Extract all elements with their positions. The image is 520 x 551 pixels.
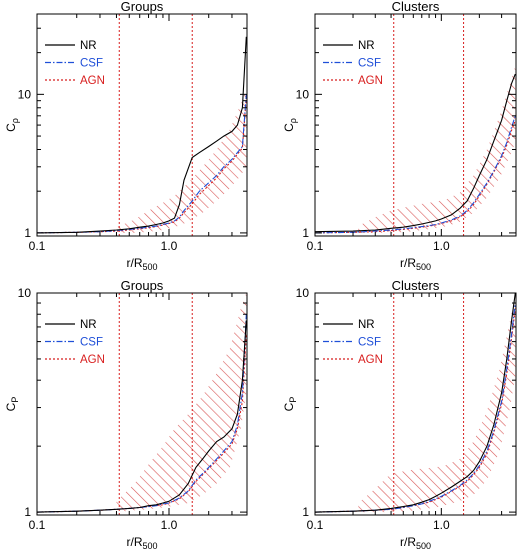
legend-label-nr: NR (358, 319, 375, 331)
y-axis-label-sub: P (288, 397, 298, 403)
axes-frame (36, 13, 248, 237)
chart-panel: 0.1 1.0 1 10 Clusters r/R500 Cρ NR CSF AGN (282, 0, 517, 272)
series-line-csf (315, 302, 516, 513)
chart-panel: 0.1 1.0 1 10 Groups r/R500 Cρ NR CSF AGN (4, 0, 248, 272)
y-tick-label: 1 (302, 226, 309, 240)
y-tick-label: 10 (18, 87, 32, 101)
axes-frame (314, 292, 517, 516)
x-axis-label: r/R500 (126, 535, 157, 551)
y-axis-label-main: C (282, 123, 296, 132)
legend-label-agn: AGN (358, 75, 383, 87)
legend-label-csf: CSF (80, 58, 103, 70)
legend-label-nr: NR (80, 319, 97, 331)
y-tick-label: 10 (296, 87, 310, 101)
x-tick-label: 1.0 (433, 518, 450, 532)
scatter-band (358, 66, 516, 233)
x-tick-label: 1.0 (161, 518, 178, 532)
y-axis-label-main: C (4, 123, 18, 132)
axes-frame (36, 292, 248, 516)
panel-title: Clusters (392, 0, 440, 14)
x-axis-label-sub: 500 (416, 262, 431, 272)
scatter-band (358, 293, 516, 513)
legend-label-agn: AGN (80, 354, 105, 366)
y-tick-label: 10 (18, 286, 32, 300)
x-axis-label-main: r/R (400, 256, 416, 270)
plot-area (37, 14, 247, 236)
x-axis-label-main: r/R (126, 535, 142, 549)
x-axis-label: r/R500 (400, 256, 431, 272)
chart-panel: 0.1 1.0 1 10 Groups r/R500 CP NR CSF AGN (4, 278, 248, 551)
legend-label-agn: AGN (80, 75, 105, 87)
y-axis-label: Cρ (4, 118, 20, 132)
y-tick-label: 10 (296, 286, 310, 300)
y-axis-label-sub: ρ (288, 118, 298, 123)
legend-label-csf: CSF (358, 337, 381, 349)
panel-title: Groups (121, 0, 164, 14)
x-axis-label-main: r/R (400, 535, 416, 549)
series-line-nr (37, 320, 247, 513)
y-tick-label: 1 (24, 226, 31, 240)
x-axis-label-sub: 500 (142, 262, 157, 272)
plot-area (37, 293, 247, 515)
x-tick-label: 0.1 (29, 518, 46, 532)
x-tick-label: 1.0 (161, 239, 178, 253)
series-line-csf (37, 94, 247, 234)
legend-label-nr: NR (358, 40, 375, 52)
legend-label-agn: AGN (358, 354, 383, 366)
y-axis-label-sub: ρ (10, 118, 20, 123)
legend-label-csf: CSF (358, 58, 381, 70)
y-axis-label: Cρ (282, 118, 298, 132)
y-axis-label-sub: P (10, 397, 20, 403)
legend: NR CSF AGN (45, 319, 105, 366)
y-tick-label: 1 (302, 505, 309, 519)
plot-area (315, 293, 516, 515)
series-line-agn (315, 120, 516, 234)
panel-title: Groups (121, 278, 164, 293)
legend: NR CSF AGN (323, 40, 383, 87)
series-line-nr (315, 293, 516, 513)
x-axis-label: r/R500 (400, 535, 431, 551)
chart-panel: 0.1 1.0 1 10 Clusters r/R500 CP NR CSF AGN (282, 278, 517, 551)
plot-area (315, 14, 516, 236)
y-axis-label: CP (4, 397, 20, 412)
x-tick-label: 0.1 (307, 518, 324, 532)
legend: NR CSF AGN (323, 319, 383, 366)
x-tick-label: 0.1 (29, 239, 46, 253)
x-axis-label-sub: 500 (416, 541, 431, 551)
y-axis-label: CP (282, 397, 298, 412)
series-line-agn (315, 308, 516, 513)
scatter-band (116, 88, 247, 233)
x-tick-label: 0.1 (307, 239, 324, 253)
legend-label-nr: NR (80, 40, 97, 52)
legend-label-csf: CSF (80, 337, 103, 349)
y-axis-label-main: C (4, 402, 18, 411)
x-axis-label-main: r/R (126, 256, 142, 270)
axes-frame (314, 13, 517, 237)
series-line-csf (315, 115, 516, 234)
series-line-nr (37, 36, 247, 234)
y-axis-label-main: C (282, 402, 296, 411)
x-axis-label: r/R500 (126, 256, 157, 272)
panel-title: Clusters (392, 278, 440, 293)
y-tick-label: 1 (24, 505, 31, 519)
x-axis-label-sub: 500 (142, 541, 157, 551)
x-tick-label: 1.0 (433, 239, 450, 253)
legend: NR CSF AGN (45, 40, 105, 87)
series-line-nr (315, 73, 516, 233)
scatter-band (116, 293, 247, 513)
